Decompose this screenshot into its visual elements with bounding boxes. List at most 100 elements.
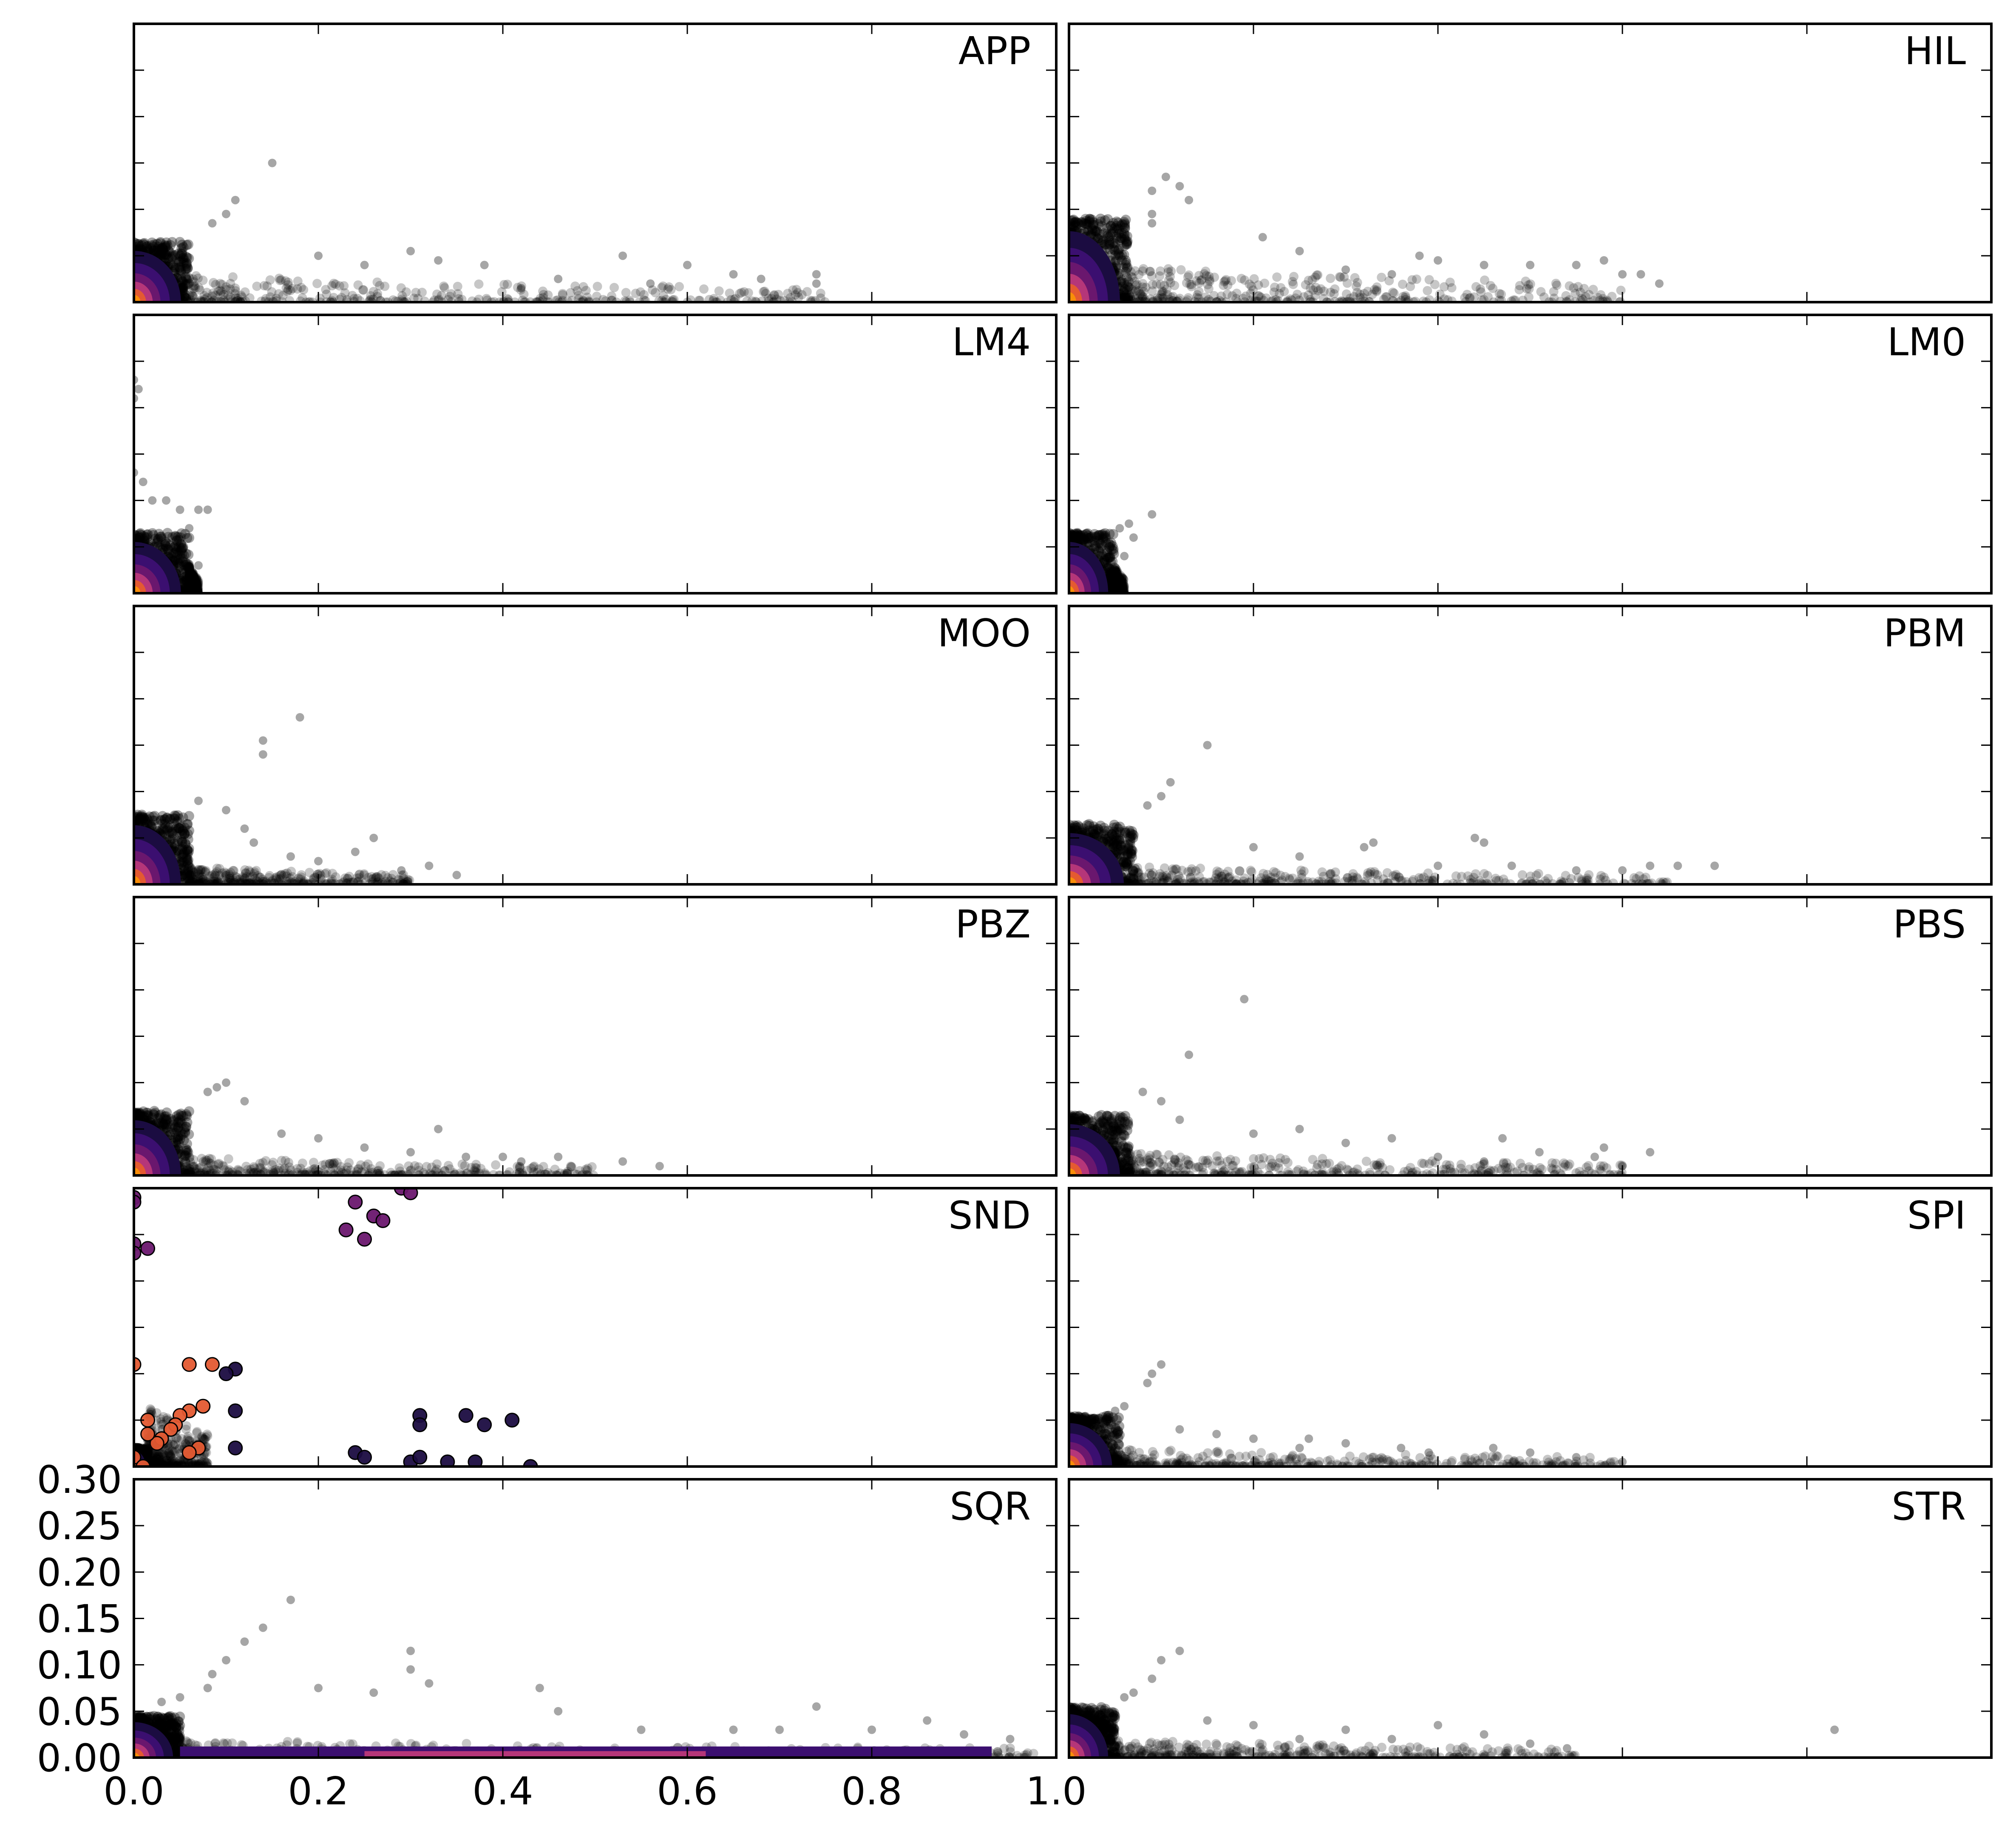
scatter-point bbox=[369, 834, 378, 842]
scatter-point bbox=[1480, 261, 1489, 269]
scatter-point bbox=[1148, 187, 1156, 195]
scatter-point bbox=[1526, 1448, 1534, 1457]
scatter-point bbox=[259, 736, 267, 745]
panel-moo: MOO bbox=[87, 606, 1056, 943]
dense-point-cloud bbox=[1064, 1702, 1579, 1763]
axis-tick-labels: 0.000.050.100.150.200.250.300.0 0.2 0.4 0.6… bbox=[37, 1458, 1087, 1814]
scatter-point bbox=[1600, 256, 1608, 265]
scatter-point bbox=[229, 1441, 242, 1455]
scatter-point bbox=[1526, 1739, 1534, 1748]
scatter-point bbox=[231, 196, 240, 204]
scatter-point bbox=[1148, 219, 1156, 227]
scatter-point bbox=[1157, 1097, 1165, 1105]
scatter-point bbox=[1388, 270, 1396, 279]
scatter-point bbox=[1388, 1735, 1396, 1743]
outlier-points bbox=[1111, 1360, 1627, 1466]
scatter-point bbox=[517, 1157, 525, 1166]
scatter-point bbox=[499, 1152, 507, 1161]
panel-snd: SND bbox=[122, 1181, 1056, 1482]
scatter-point bbox=[1526, 261, 1534, 269]
scatter-point bbox=[1397, 1444, 1405, 1452]
scatter-point bbox=[314, 1684, 323, 1692]
scatter-point bbox=[1572, 866, 1581, 875]
scatter-point bbox=[1148, 1674, 1156, 1683]
panel-pbm: PBM bbox=[1014, 606, 1991, 936]
panel-str: STR bbox=[1030, 1479, 1991, 1801]
scatter-point bbox=[868, 1726, 876, 1734]
scatter-point bbox=[1203, 741, 1212, 750]
panel-label: LM0 bbox=[1887, 320, 1966, 365]
scatter-point bbox=[1636, 270, 1645, 279]
scatter-point bbox=[1259, 233, 1267, 241]
outlier-points bbox=[1120, 1647, 1839, 1753]
scatter-point bbox=[1115, 524, 1124, 532]
scatter-point bbox=[1175, 1647, 1184, 1655]
x-tick-label: 1.0 bbox=[1026, 1769, 1086, 1814]
scatter-point bbox=[1572, 1453, 1581, 1461]
scatter-point bbox=[459, 1409, 473, 1422]
scatter-point bbox=[286, 1596, 295, 1604]
panel-plot-area bbox=[87, 376, 212, 645]
scatter-point bbox=[1185, 1050, 1193, 1059]
panel-label: PBZ bbox=[955, 902, 1031, 947]
scatter-point bbox=[1249, 843, 1258, 852]
scatter-point bbox=[960, 1730, 968, 1738]
outlier-points bbox=[208, 159, 820, 293]
scatter-point bbox=[655, 1162, 664, 1170]
scatter-point bbox=[554, 275, 562, 283]
scatter-point bbox=[425, 861, 433, 870]
scatter-point bbox=[1360, 843, 1368, 852]
scatter-point bbox=[1369, 838, 1378, 847]
scatter-point bbox=[554, 1707, 562, 1716]
scatter-point bbox=[1148, 210, 1156, 218]
y-tick-label: 0.05 bbox=[37, 1690, 122, 1734]
scatter-point bbox=[1120, 552, 1129, 561]
outlier-points bbox=[194, 713, 461, 879]
scatter-point bbox=[729, 1726, 738, 1734]
scatter-point bbox=[1143, 1379, 1151, 1387]
scatter-point bbox=[517, 284, 525, 292]
scatter-point bbox=[1434, 861, 1442, 870]
scatter-point bbox=[358, 1450, 371, 1464]
scatter-point bbox=[194, 797, 203, 805]
scatter-point bbox=[453, 871, 461, 879]
scatter-point bbox=[194, 506, 203, 514]
scatter-point bbox=[339, 1223, 353, 1237]
scatter-point bbox=[157, 1698, 166, 1706]
outlier-points bbox=[1143, 741, 1719, 875]
scatter-point bbox=[434, 1125, 442, 1133]
scatter-point bbox=[358, 1232, 371, 1246]
scatter-point bbox=[1148, 510, 1156, 518]
scatter-point bbox=[194, 561, 203, 570]
scatter-point bbox=[1508, 861, 1516, 870]
scatter-point bbox=[1249, 1130, 1258, 1138]
scatter-point bbox=[1203, 1716, 1212, 1725]
panel-frame bbox=[1069, 24, 1991, 302]
scatter-point bbox=[1157, 1360, 1165, 1369]
panel-plot-area bbox=[1030, 510, 1157, 644]
scatter-point bbox=[406, 1665, 415, 1674]
y-tick-label: 0.30 bbox=[37, 1458, 122, 1502]
scatter-point bbox=[1480, 838, 1489, 847]
dense-point-cloud bbox=[1064, 819, 1672, 889]
scatter-point bbox=[1341, 266, 1350, 274]
scatter-point bbox=[1830, 1726, 1839, 1734]
scatter-point bbox=[222, 806, 230, 814]
panel-plot-area bbox=[87, 159, 830, 354]
scatter-point bbox=[434, 256, 442, 265]
scatter-point bbox=[1111, 566, 1120, 574]
scatter-point bbox=[1646, 1148, 1654, 1156]
scatter-point bbox=[277, 1130, 286, 1138]
scatter-point bbox=[139, 478, 147, 486]
outlier-points bbox=[204, 1079, 664, 1171]
scatter-point bbox=[775, 1726, 784, 1734]
scatter-point bbox=[229, 1404, 242, 1418]
scatter-point bbox=[314, 857, 323, 865]
panel-plot-area bbox=[1026, 1360, 1627, 1510]
outlier-points bbox=[1139, 995, 1655, 1170]
scatter-point bbox=[1646, 861, 1654, 870]
scatter-point bbox=[1175, 1116, 1184, 1124]
panel-ticks bbox=[1069, 1479, 1991, 1758]
panel-frame bbox=[134, 897, 1056, 1175]
